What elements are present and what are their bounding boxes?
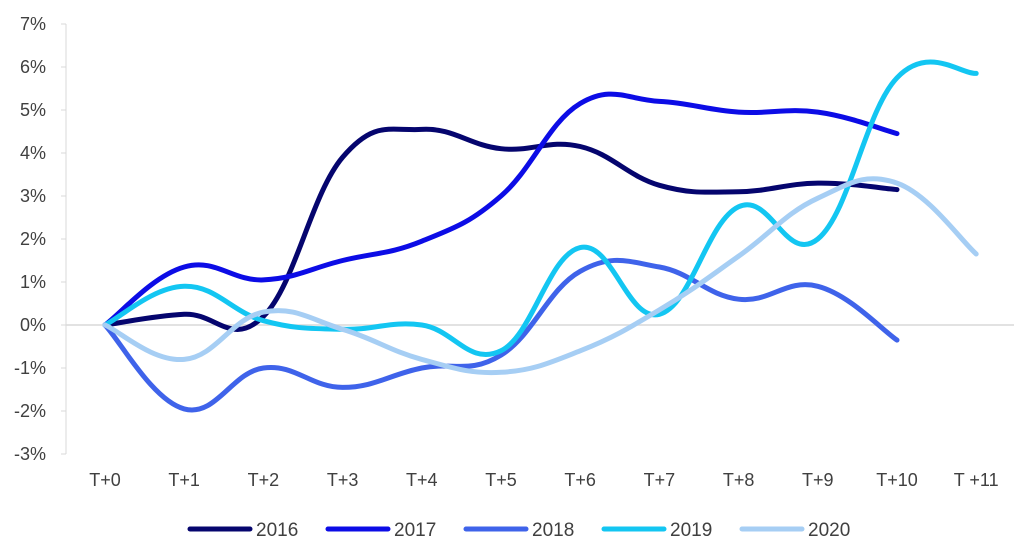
x-tick-label: T+7 [644,470,676,490]
x-tick-label: T+9 [802,470,834,490]
series-line-2020 [102,176,979,376]
x-tick-label: T +11 [954,470,999,490]
series-line-2019 [102,59,979,358]
series-lines [102,59,979,413]
y-tick-label: -1% [14,358,46,378]
x-tick-label: T+4 [406,470,438,490]
y-tick-label: 6% [20,57,46,77]
series-line-2016 [102,126,900,332]
legend-label-2020: 2020 [808,520,850,541]
x-tick-label: T+6 [564,470,596,490]
series-line-2018 [102,257,900,413]
y-tick-label: 7% [20,14,46,34]
y-axis: 7% 6% 5% 4% 3% 2% 1% 0% -1% -2% -3% [14,14,67,464]
y-tick-label: 5% [20,100,46,120]
y-tick-label: -3% [14,444,46,464]
y-tick-label: 1% [20,272,46,292]
x-tick-label: T+8 [723,470,755,490]
x-tick-label: T+0 [89,470,121,490]
legend-label-2019: 2019 [670,520,712,541]
y-tick-label: -2% [14,401,46,421]
x-tick-label: T+1 [168,470,200,490]
x-axis: T+0 T+1 T+2 T+3 T+4 T+5 T+6 T+7 T+8 T+9 T+10 T +11 [66,324,1014,490]
legend-label-2016: 2016 [256,520,298,541]
y-tick-label: 3% [20,186,46,206]
legend-label-2017: 2017 [394,520,436,541]
x-tick-label: T+2 [248,470,280,490]
y-tick-label: 4% [20,143,46,163]
x-tick-label: T+5 [485,470,517,490]
legend: 2016 2017 2018 2019 2020 [187,520,850,541]
series-line-2017 [102,91,900,328]
legend-label-2018: 2018 [532,520,574,541]
x-tick-label: T+3 [327,470,359,490]
y-tick-label: 2% [20,229,46,249]
y-tick-label: 0% [20,315,46,335]
x-tick-label: T+10 [876,470,918,490]
